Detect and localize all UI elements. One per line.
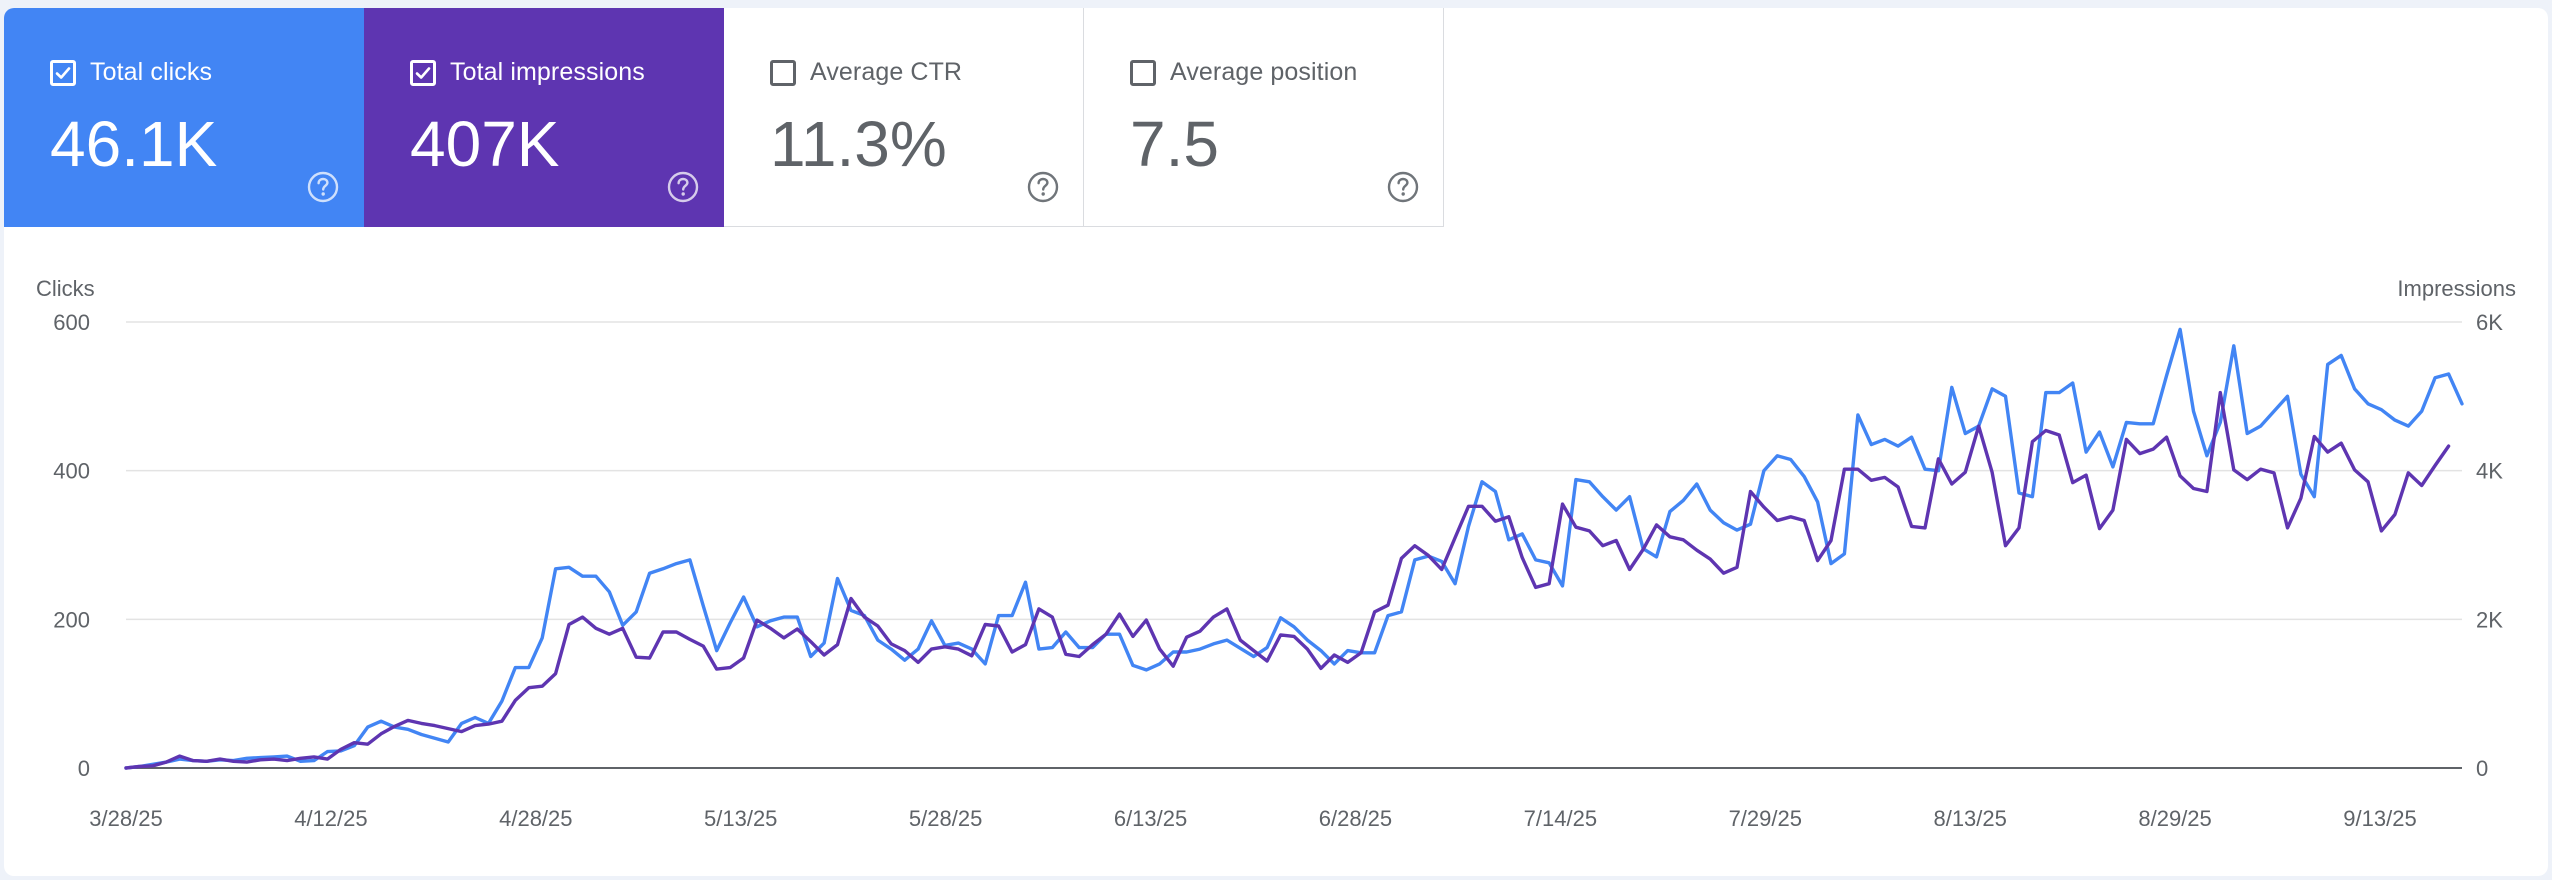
average-ctr-label: Average CTR <box>810 58 963 86</box>
x-tick-label: 8/13/25 <box>1933 806 2006 831</box>
left-tick-label: 600 <box>53 310 90 335</box>
x-tick-label: 8/29/25 <box>2138 806 2211 831</box>
x-tick-label: 9/13/25 <box>2343 806 2416 831</box>
left-tick-label: 0 <box>78 756 90 781</box>
right-tick-label: 0 <box>2476 756 2488 781</box>
x-tick-label: 3/28/25 <box>89 806 162 831</box>
grid-lines <box>126 321 2462 769</box>
right-tick-label: 2K <box>2476 607 2503 632</box>
x-tick-label: 7/14/25 <box>1524 806 1597 831</box>
average-position-value: 7.5 <box>1130 108 1219 180</box>
average-position-label: Average position <box>1170 58 1358 86</box>
help-icon[interactable] <box>1386 170 1420 204</box>
x-tick-label: 6/13/25 <box>1114 806 1187 831</box>
right-tick-label: 4K <box>2476 459 2503 484</box>
check-icon <box>55 66 71 79</box>
clicks-series-line <box>124 327 2464 770</box>
total-impressions-label: Total impressions <box>450 58 645 86</box>
average-ctr-value: 11.3% <box>770 108 947 180</box>
performance-chart: Clicks Impressions 0 0 200 2K 400 4K 600 6K 3/28… <box>36 276 2516 831</box>
left-tick-label: 200 <box>53 607 90 632</box>
total-clicks-value: 46.1K <box>50 108 218 180</box>
x-tick-label: 6/28/25 <box>1319 806 1392 831</box>
total-impressions-value: 407K <box>410 108 560 180</box>
performance-panel: Total clicks 46.1K Total impressions 407… <box>4 8 2548 876</box>
x-tick-label: 7/29/25 <box>1729 806 1802 831</box>
help-icon[interactable] <box>1026 170 1060 204</box>
help-icon[interactable] <box>666 170 700 204</box>
check-icon <box>415 66 431 79</box>
average-position-checkbox[interactable] <box>1130 59 1156 86</box>
metric-cards: Total clicks 46.1K Total impressions 407… <box>4 8 1444 227</box>
left-tick-label: 400 <box>53 459 90 484</box>
average-ctr-checkbox[interactable] <box>770 59 796 86</box>
x-tick-label: 5/13/25 <box>704 806 777 831</box>
total-clicks-card[interactable]: Total clicks 46.1K <box>4 8 364 227</box>
x-tick-label: 4/12/25 <box>294 806 367 831</box>
impressions-series-line <box>124 390 2451 770</box>
axis-ticks: 0 0 200 2K 400 4K 600 6K 3/28/25 4/12/25 4/28/25 5/… <box>53 310 2503 831</box>
total-impressions-card[interactable]: Total impressions 407K <box>364 8 724 227</box>
help-icon[interactable] <box>306 170 340 204</box>
total-clicks-checkbox[interactable] <box>50 59 76 86</box>
x-tick-label: 5/28/25 <box>909 806 982 831</box>
series-lines <box>124 327 2464 770</box>
average-position-card[interactable]: Average position 7.5 <box>1084 8 1444 227</box>
left-axis-label: Clicks <box>36 276 95 301</box>
x-tick-label: 4/28/25 <box>499 806 572 831</box>
total-clicks-label: Total clicks <box>90 58 213 86</box>
right-tick-label: 6K <box>2476 310 2503 335</box>
average-ctr-card[interactable]: Average CTR 11.3% <box>724 8 1084 227</box>
right-axis-label: Impressions <box>2397 276 2516 301</box>
total-impressions-checkbox[interactable] <box>410 59 436 86</box>
